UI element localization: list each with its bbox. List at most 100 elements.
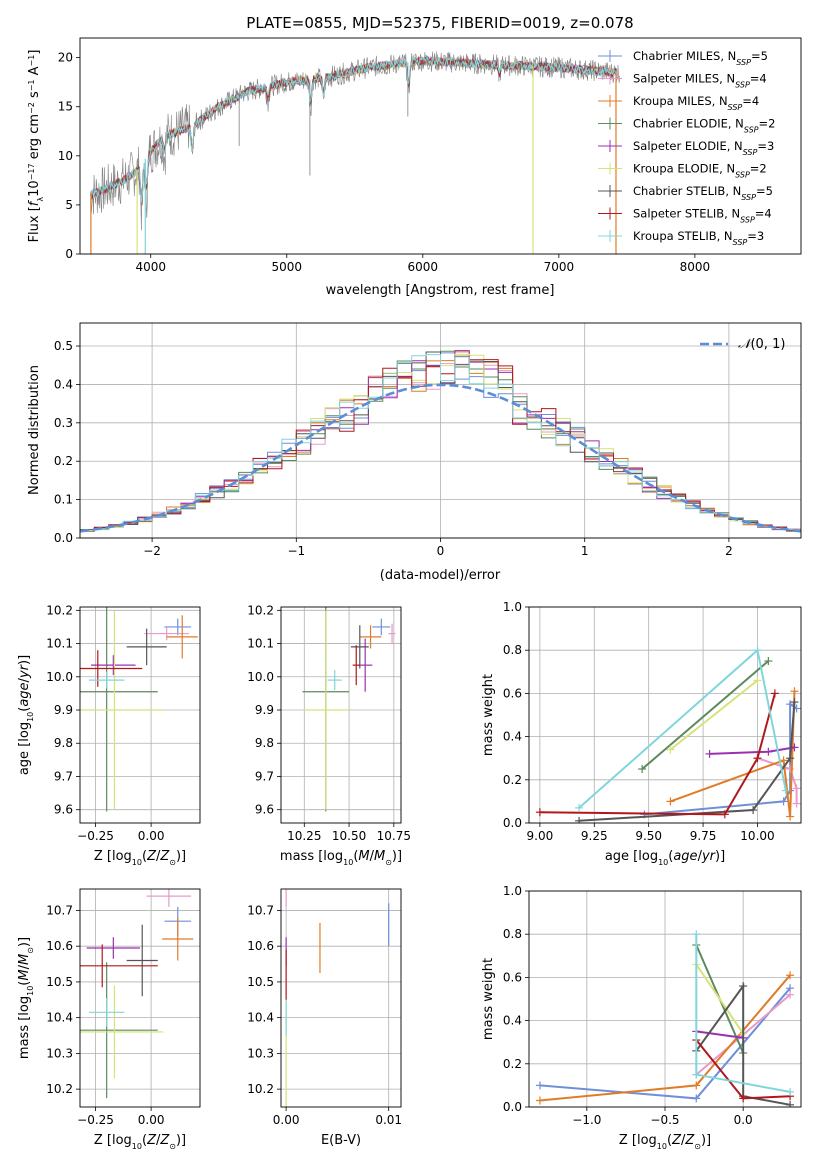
x-axis-label: Z [log10(Z/Z⊙)] [619, 1133, 711, 1151]
x-tick-label: 0.00 [138, 829, 165, 843]
weight-marker [790, 687, 799, 696]
legend-label: Chabrier MILES, NSSP=5 [633, 49, 768, 67]
y-tick-label: 20 [58, 51, 73, 65]
weight-marker [792, 784, 801, 793]
y-tick-label: 10 [58, 149, 73, 163]
plot-area [302, 607, 396, 812]
y-tick-label: 10.2 [46, 1082, 73, 1096]
x-tick-label: 10.50 [332, 829, 366, 843]
y-tick-label: 0.8 [503, 927, 522, 941]
axes-frame [79, 606, 201, 824]
figure-title: PLATE=0855, MJD=52375, FIBERID=0019, z=0… [246, 14, 633, 32]
y-tick-label: 9.6 [54, 803, 73, 817]
weight-marker [770, 689, 779, 698]
y-tick-label: 9.8 [255, 736, 274, 750]
weight-marker [786, 1087, 795, 1096]
weight-marker [764, 657, 773, 665]
weight-marker [786, 812, 795, 821]
weight-marker [692, 1094, 701, 1103]
x-tick-label: −1 [287, 544, 305, 558]
weight-marker [692, 1070, 701, 1079]
y-tick-label: 1.0 [503, 600, 522, 614]
weight-marker [692, 1081, 701, 1090]
plot-area [285, 889, 390, 1107]
y-tick-label: 10.6 [46, 939, 73, 953]
x-tick-label: 9.25 [581, 829, 608, 843]
histogram-step-kroupa-stelib [80, 354, 801, 531]
weight-marker [753, 754, 762, 763]
axes-frame [528, 890, 802, 1108]
y-tick-label: 10.0 [247, 670, 274, 684]
x-axis-label: mass [log10(M/M⊙)] [280, 849, 402, 867]
y-tick-label: 10.5 [247, 975, 274, 989]
weight-marker [666, 797, 675, 806]
weight-marker [638, 765, 647, 773]
mass-vs-age-panel: 10.25 10.50 10.75 9.6 9.7 9.8 9.9 10.0 10.1 10.2 m… [247, 603, 411, 867]
legend-label: Chabrier ELODIE, NSSP=2 [633, 117, 775, 135]
weight-line-kroupa-elodie [669, 679, 759, 751]
weight-marker [753, 646, 762, 655]
weight-marker [786, 754, 795, 763]
weight-line-chabrier-stelib [578, 701, 796, 822]
plot-area [535, 646, 801, 823]
weight-marker [739, 1094, 748, 1103]
grid [281, 889, 401, 1107]
y-tick-label: 0.2 [54, 454, 73, 468]
y-tick-label: 0.3 [54, 416, 73, 430]
y-tick-label: 9.9 [54, 703, 73, 717]
x-tick-label: 9.75 [690, 829, 717, 843]
x-tick-label: 7000 [544, 260, 575, 274]
x-tick-label: 0.00 [273, 1113, 300, 1127]
y-tick-label: 1.0 [503, 884, 522, 898]
y-axis-label: mass weight [481, 958, 496, 1040]
y-tick-label: 10.2 [46, 603, 73, 617]
z-vs-mass-panel: −0.25 0.00 10.2 10.3 10.4 10.5 10.6 10.7 Z [log1… [17, 888, 201, 1151]
y-tick-label: 15 [58, 100, 73, 114]
y-tick-label: 0.5 [54, 339, 73, 353]
x-axis-label: wavelength [Angstrom, rest frame] [326, 283, 555, 298]
legend-label: Kroupa ELODIE, NSSP=2 [633, 162, 767, 180]
y-tick-label: 0.2 [503, 1057, 522, 1071]
weight-marker [720, 810, 729, 819]
x-tick-label: 8000 [680, 260, 711, 274]
y-tick-label: 10.7 [46, 903, 73, 917]
y-tick-label: 5 [65, 198, 73, 212]
legend-label: 𝒩(0, 1) [738, 337, 785, 352]
weight-marker [779, 797, 788, 806]
y-tick-label: 0.0 [503, 1100, 522, 1114]
y-axis-label: Normed distribution [27, 365, 42, 495]
plot-area [80, 350, 801, 533]
spectrum-model-kroupa-stelib [90, 55, 617, 203]
x-axis-label: Z [log10(Z/Z⊙)] [94, 849, 186, 867]
weight-marker [535, 1096, 544, 1105]
x-tick-label: 9.00 [527, 829, 554, 843]
y-tick-label: 10.3 [247, 1046, 274, 1060]
legend-label: Chabrier STELIB, NSSP=5 [633, 184, 773, 202]
weight-marker [575, 816, 584, 823]
y-tick-label: 10.7 [247, 903, 274, 917]
y-tick-label: 0.2 [503, 773, 522, 787]
weight-marker [779, 756, 788, 765]
y-tick-label: 0.4 [503, 1014, 522, 1028]
x-tick-label: 10.25 [287, 829, 321, 843]
y-tick-label: 10.1 [46, 637, 73, 651]
y-tick-label: 0.8 [503, 643, 522, 657]
x-tick-label: −0.25 [77, 829, 114, 843]
weight-marker [786, 990, 795, 999]
legend-label: Kroupa STELIB, NSSP=3 [633, 229, 764, 247]
x-axis-label: Z [log10(Z/Z⊙)] [94, 1133, 186, 1151]
weight-marker [749, 806, 758, 815]
age-weights-panel: 9.00 9.25 9.50 9.75 10.00 0.0 0.2 0.4 0.6 0.8 1.0 a… [481, 600, 802, 867]
legend-label: Salpeter STELIB, NSSP=4 [633, 207, 772, 225]
spectrum-model-kroupa-elodie [90, 56, 617, 201]
grid [529, 890, 801, 1108]
x-tick-label: −2 [143, 544, 161, 558]
x-axis-label: (data-model)/error [380, 568, 501, 583]
x-axis-label: E(B-V) [321, 1133, 361, 1148]
axes-frame [280, 606, 402, 824]
x-tick-label: 9.50 [635, 829, 662, 843]
x-tick-label: 0.00 [138, 1113, 165, 1127]
x-tick-label: −0.5 [650, 1113, 679, 1127]
grid [80, 607, 200, 823]
plot-area [80, 607, 198, 812]
